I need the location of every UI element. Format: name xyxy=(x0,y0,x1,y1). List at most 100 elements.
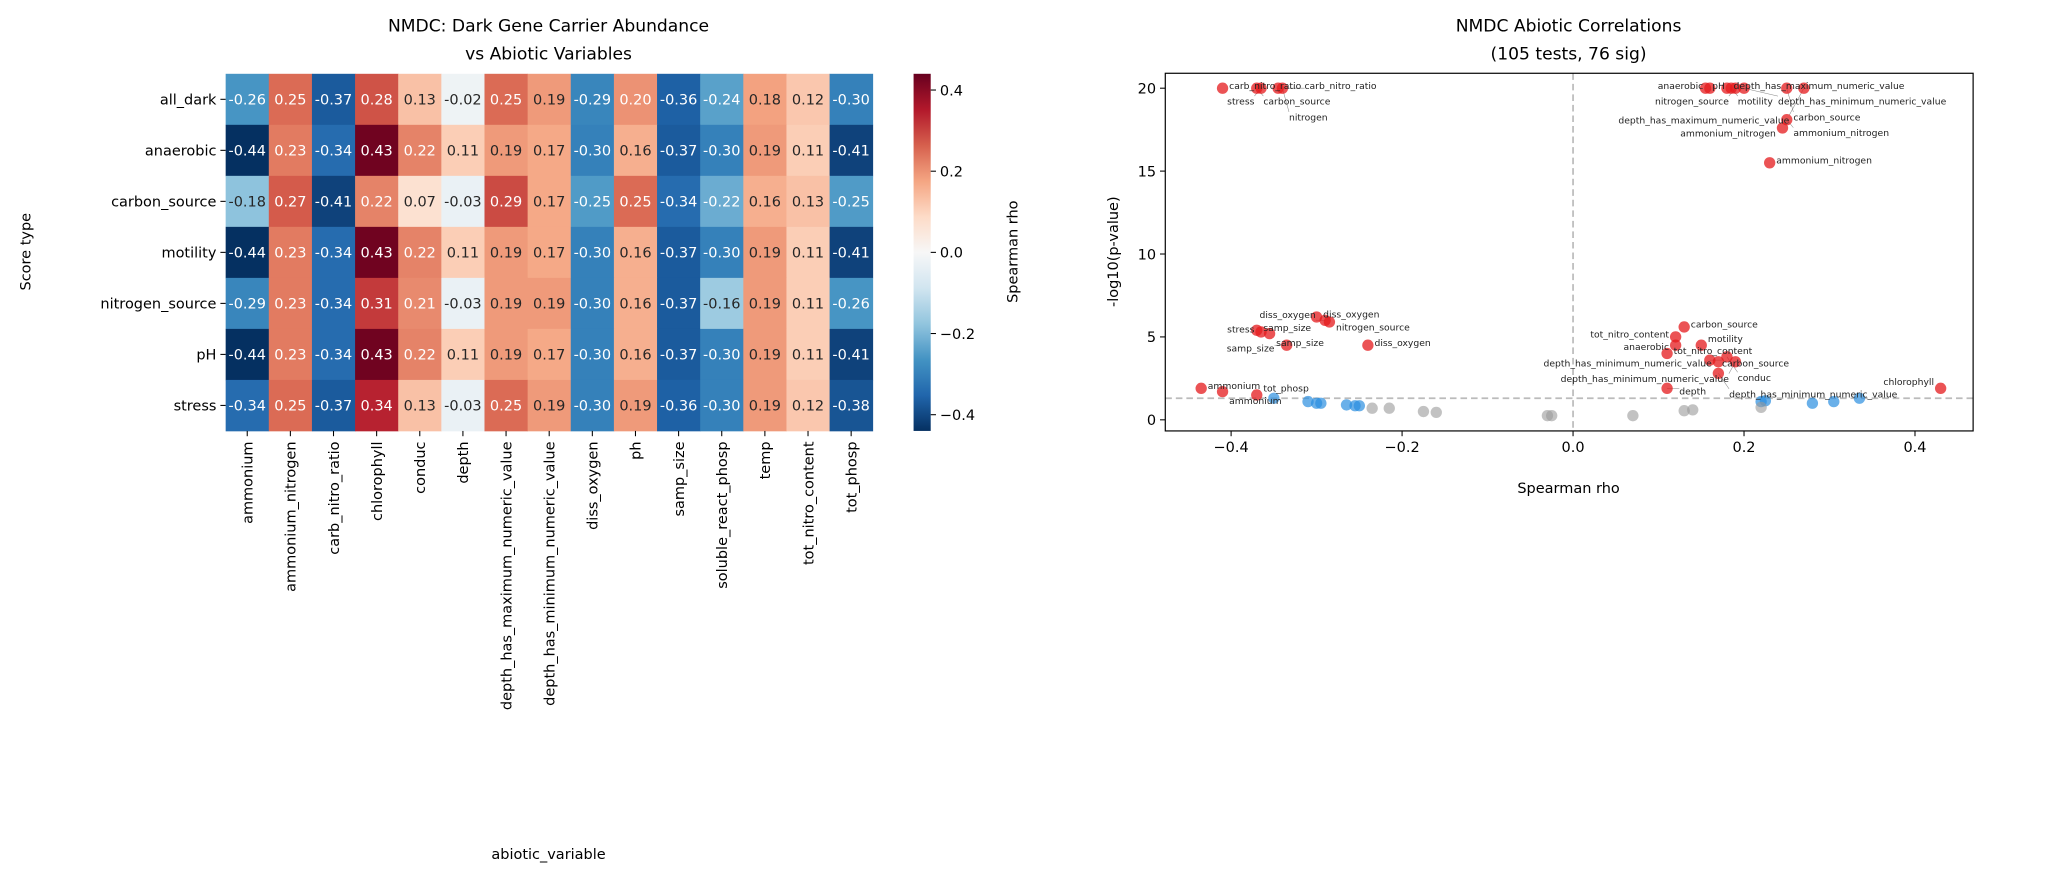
scatter-point xyxy=(1268,392,1280,404)
heatmap-cell xyxy=(829,73,874,126)
heatmap-cell xyxy=(700,175,744,228)
heatmap-cell-label: 0.25 xyxy=(274,399,306,415)
heatmap-cell-label: 0.12 xyxy=(792,399,824,415)
heatmap-cell xyxy=(613,73,658,126)
point-label: nitrogen_source xyxy=(1336,323,1410,334)
scatter-point xyxy=(1255,326,1267,338)
point-label: ammonium_nitrogen xyxy=(1793,128,1889,139)
heatmap-cell xyxy=(743,226,787,279)
heatmap-cell-label: -0.16 xyxy=(703,297,740,313)
heatmap-cell-label: -0.37 xyxy=(660,348,697,364)
point-label: anaerobic xyxy=(1624,342,1670,353)
heatmap-cell-label: 0.25 xyxy=(490,399,522,415)
point-label: stress xyxy=(1227,97,1254,108)
point-label: nitrogen_source xyxy=(1655,97,1729,108)
colorbar-tick-label: 0.2 xyxy=(940,164,963,180)
heatmap-cell xyxy=(613,226,658,279)
heatmap-cell-label: -0.30 xyxy=(703,399,740,415)
heatmap-cell xyxy=(225,124,270,177)
x-tick-label: 0.4 xyxy=(1903,440,1926,456)
scatter-point xyxy=(1704,354,1716,366)
heatmap-cell-label: 0.11 xyxy=(447,144,479,160)
heatmap-cell xyxy=(225,328,270,381)
heatmap-cell-label: 0.16 xyxy=(619,348,651,364)
heatmap-cell xyxy=(527,226,572,279)
point-label: depth_has_maximum_numeric_value xyxy=(1734,81,1905,92)
scatter-point xyxy=(1430,406,1442,419)
point-label: carb_nitro_ratio xyxy=(1229,81,1301,92)
x-tick-label: ph xyxy=(629,441,645,459)
point-label: ammonium_nitrogen xyxy=(1680,129,1776,140)
point-label: depth_has_minimum_numeric_value xyxy=(1729,389,1898,400)
heatmap-cell-label: -0.26 xyxy=(228,93,265,109)
heatmap-cell-label: 0.19 xyxy=(749,297,781,313)
heatmap-cell-label: -0.29 xyxy=(228,297,265,313)
y-tick-label: nitrogen_source xyxy=(100,297,216,313)
heatmap-cell xyxy=(268,124,313,177)
x-tick-label: diss_oxygen xyxy=(586,441,602,529)
heatmap-cell xyxy=(700,226,744,279)
volcano-title-line1: NMDC Abiotic Correlations xyxy=(1456,17,1682,37)
heatmap-cell-label: 0.19 xyxy=(490,246,522,262)
heatmap-cell-label: -0.30 xyxy=(574,297,611,313)
heatmap-cell xyxy=(700,124,744,177)
heatmap-cell-label: -0.18 xyxy=(228,195,265,211)
heatmap-cell xyxy=(398,175,442,228)
heatmap-cell-label: -0.30 xyxy=(832,93,869,109)
point-label: ammonium xyxy=(1208,381,1260,392)
heatmap-cell xyxy=(700,379,744,432)
colorbar: −0.4 −0.2 0.0 0.2 0.4 xyxy=(913,73,975,431)
scatter-point xyxy=(1353,400,1366,412)
heatmap-cell xyxy=(268,277,313,330)
heatmap-cell xyxy=(355,175,399,228)
colorbar-gradient xyxy=(913,73,931,431)
heatmap-cell-label: -0.30 xyxy=(703,348,740,364)
heatmap-cell xyxy=(268,175,313,228)
heatmap-cell-label: 0.19 xyxy=(749,144,781,160)
y-tick-label: 0 xyxy=(1147,413,1156,429)
heatmap-cell xyxy=(570,175,615,228)
heatmap-cell-label: 0.19 xyxy=(619,399,651,415)
heatmap-panel: NMDC: Dark Gene Carrier Abundance vs Abi… xyxy=(19,17,1022,864)
scatter-point xyxy=(1417,405,1430,418)
volcano-xlabel: Spearman rho xyxy=(1517,481,1620,497)
x-tick-label: carb_nitro_ratio xyxy=(327,441,343,554)
heatmap-cell-label: 0.16 xyxy=(749,195,781,211)
x-tick-label: samp_size xyxy=(672,441,688,516)
heatmap-cell-label: 0.07 xyxy=(404,195,436,211)
y-tick-label: pH xyxy=(196,348,216,364)
scatter-point xyxy=(1251,389,1263,401)
heatmap-cell-label: 0.19 xyxy=(490,144,522,160)
heatmap-cell xyxy=(786,175,830,228)
point-label: depth_has_minimum_numeric_value xyxy=(1561,374,1730,385)
point-label: samp_size xyxy=(1276,338,1324,349)
heatmap-cell xyxy=(225,73,270,126)
heatmap-cell xyxy=(225,379,270,432)
heatmap-cell xyxy=(441,73,485,126)
scatter-point xyxy=(1678,321,1690,333)
colorbar-tick-label: −0.2 xyxy=(940,327,975,343)
heatmap-cell xyxy=(268,328,313,381)
heatmap-cell-label: 0.29 xyxy=(490,195,522,211)
heatmap-cell xyxy=(743,124,787,177)
heatmap-cell-label: -0.44 xyxy=(228,246,265,262)
heatmap-cell-label: 0.21 xyxy=(404,297,436,313)
colorbar-label: Spearman rho xyxy=(1006,200,1022,303)
heatmap-cell xyxy=(613,328,658,381)
heatmap-cell-label: -0.37 xyxy=(315,399,352,415)
heatmap-cell-label: 0.11 xyxy=(447,348,479,364)
x-tick-label: tot_phosp xyxy=(844,441,860,512)
heatmap-cell xyxy=(484,73,529,126)
heatmap-cell-label: 0.17 xyxy=(533,195,565,211)
x-tick-label: temp xyxy=(758,441,774,479)
heatmap-cell xyxy=(829,379,874,432)
point-label: depth_has_minimum_numeric_value xyxy=(1778,97,1947,108)
heatmap-cell xyxy=(268,379,313,432)
scatter-point xyxy=(1216,82,1229,94)
x-tick-label: depth xyxy=(456,441,472,483)
point-label: tot_nitro_content xyxy=(1674,346,1753,357)
heatmap-title-line1: NMDC: Dark Gene Carrier Abundance xyxy=(388,17,709,37)
heatmap-cell-label: -0.03 xyxy=(444,297,481,313)
heatmap-cell-label: 0.17 xyxy=(533,348,565,364)
scatter-point xyxy=(1712,367,1725,380)
